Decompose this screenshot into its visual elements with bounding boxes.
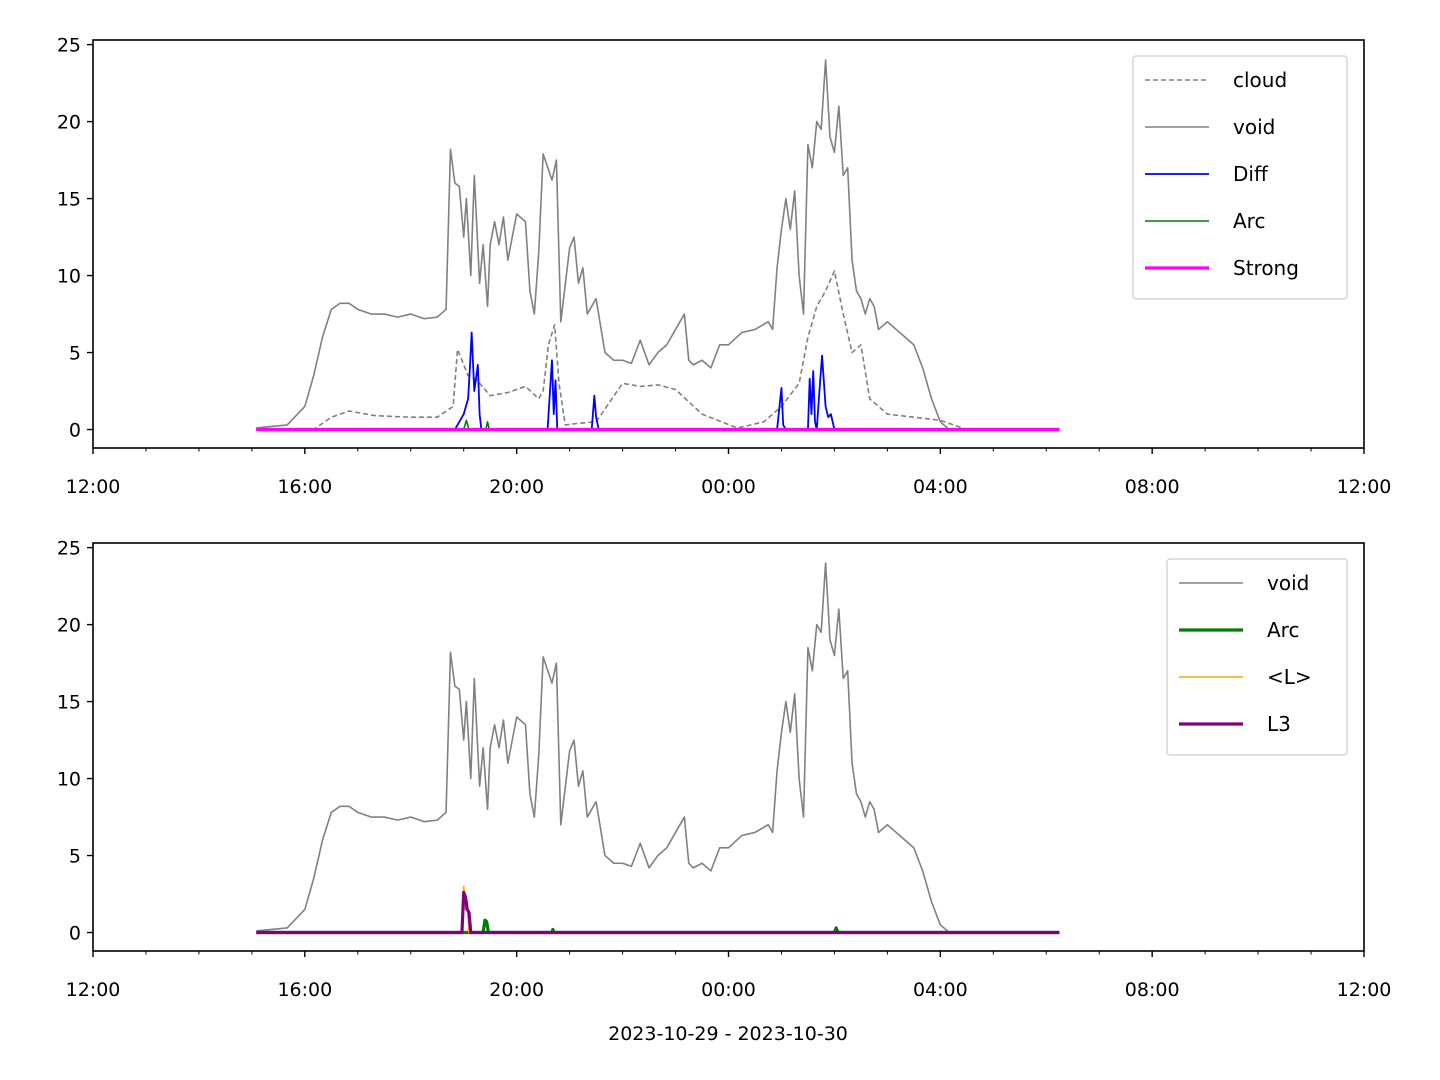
legend-label: Diff — [1233, 162, 1269, 186]
legend-label: Arc — [1267, 618, 1299, 642]
y-tick-label: 15 — [57, 692, 81, 714]
y-tick-label: 20 — [57, 112, 81, 134]
x-tick-label: 04:00 — [913, 979, 968, 1001]
x-tick-label: 04:00 — [913, 476, 968, 498]
y-tick-label: 5 — [69, 846, 81, 868]
legend-label: L3 — [1267, 712, 1291, 736]
legend-box — [1166, 558, 1348, 756]
y-tick-label: 10 — [57, 266, 81, 288]
series-line-void-1 — [256, 59, 1060, 431]
x-tick-label: 08:00 — [1125, 476, 1180, 498]
legend-label: cloud — [1233, 68, 1287, 92]
legend-label: Strong — [1233, 256, 1299, 280]
y-tick-label: 0 — [69, 923, 81, 945]
series-line-cloud-0 — [256, 270, 1060, 431]
series-line-Diff-2 — [256, 331, 1060, 431]
x-tick-label: 20:00 — [489, 476, 544, 498]
x-tick-label: 08:00 — [1125, 979, 1180, 1001]
x-tick-label: 12:00 — [66, 476, 121, 498]
y-tick-label: 0 — [69, 420, 81, 442]
y-tick-label: 25 — [57, 35, 81, 57]
x-tick-label: 12:00 — [1337, 979, 1392, 1001]
y-tick-label: 20 — [57, 615, 81, 637]
y-tick-label: 15 — [57, 189, 81, 211]
y-tick-label: 10 — [57, 769, 81, 791]
x-tick-label: 00:00 — [701, 979, 756, 1001]
x-tick-label: 16:00 — [277, 979, 332, 1001]
series-line-void-0 — [256, 562, 1060, 934]
x-tick-label: 16:00 — [277, 476, 332, 498]
bottom-panel: 0 5 10 15 20 25 12:00 16:00 20:00 00:00 04:00 08:00… — [57, 538, 1392, 1001]
x-axis-date-label: 2023-10-29 - 2023-10-30 — [608, 1023, 848, 1045]
x-tick-label: 12:00 — [1337, 476, 1392, 498]
legend-box — [1132, 55, 1348, 300]
y-tick-label: 25 — [57, 538, 81, 560]
x-tick-label: 20:00 — [489, 979, 544, 1001]
y-tick-label: 5 — [69, 343, 81, 365]
legend-label: Arc — [1233, 209, 1265, 233]
x-tick-label: 12:00 — [66, 979, 121, 1001]
legend-label: void — [1267, 571, 1309, 595]
top-panel: 0 5 10 15 20 25 12:00 16:00 20:00 00:00 04:00 08:00… — [57, 35, 1392, 498]
legend-label: <L> — [1267, 665, 1312, 689]
legend-label: void — [1233, 115, 1275, 139]
x-tick-label: 00:00 — [701, 476, 756, 498]
series-line-L3-3 — [256, 890, 1060, 935]
